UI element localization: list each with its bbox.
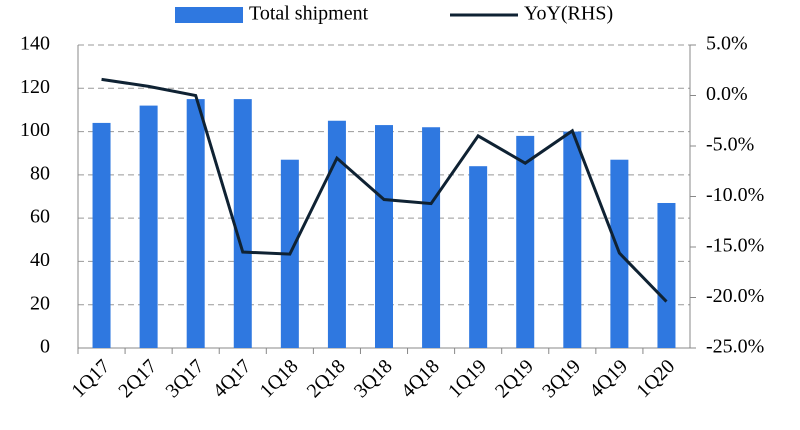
x-tick-label: 2Q19 bbox=[491, 355, 538, 402]
y-tick-label: 100 bbox=[20, 119, 50, 141]
x-tick-label: 3Q19 bbox=[538, 355, 585, 402]
legend-label: Total shipment bbox=[249, 3, 369, 25]
y-tick-label: 60 bbox=[30, 206, 50, 228]
x-tick-label: 1Q18 bbox=[256, 355, 303, 402]
y-tick-label: 0 bbox=[40, 336, 50, 358]
x-tick-label: 4Q17 bbox=[209, 355, 256, 402]
y2-tick-label: -20.0% bbox=[706, 285, 764, 307]
x-tick-label: 1Q20 bbox=[632, 355, 679, 402]
line bbox=[101, 77, 668, 303]
y2-tick-label: -10.0% bbox=[706, 184, 764, 206]
y2-tick-label: -5.0% bbox=[706, 134, 754, 156]
y-tick-label: 20 bbox=[30, 292, 50, 314]
legend-swatch bbox=[175, 7, 243, 23]
y2-tick-label: -15.0% bbox=[706, 235, 764, 257]
bar bbox=[233, 99, 252, 348]
y2-tick-label: -25.0% bbox=[706, 336, 764, 358]
x-tick-label: 3Q17 bbox=[161, 355, 208, 402]
x-tick-label: 1Q19 bbox=[444, 355, 491, 402]
bar bbox=[516, 135, 535, 348]
bar bbox=[92, 122, 111, 349]
bar bbox=[139, 105, 158, 348]
x-tick-label: 4Q18 bbox=[397, 355, 444, 402]
bar bbox=[186, 99, 205, 348]
y-tick-label: 140 bbox=[20, 33, 50, 55]
x-tick-label: 3Q18 bbox=[350, 355, 397, 402]
bar bbox=[563, 131, 582, 348]
x-tick-label: 1Q17 bbox=[67, 355, 114, 402]
legend-label: YoY(RHS) bbox=[524, 3, 613, 25]
bar bbox=[327, 120, 346, 348]
bar bbox=[657, 202, 676, 348]
y-tick-label: 80 bbox=[30, 162, 50, 184]
x-tick-label: 2Q18 bbox=[303, 355, 350, 402]
y-tick-label: 40 bbox=[30, 249, 50, 271]
bar bbox=[375, 125, 393, 348]
x-tick-label: 4Q19 bbox=[585, 355, 632, 402]
bar bbox=[469, 166, 488, 348]
bar bbox=[422, 127, 441, 348]
y-tick-label: 120 bbox=[20, 76, 50, 98]
y2-tick-label: 0.0% bbox=[706, 83, 748, 105]
y2-tick-label: 5.0% bbox=[706, 33, 748, 55]
x-tick-label: 2Q17 bbox=[114, 355, 161, 402]
